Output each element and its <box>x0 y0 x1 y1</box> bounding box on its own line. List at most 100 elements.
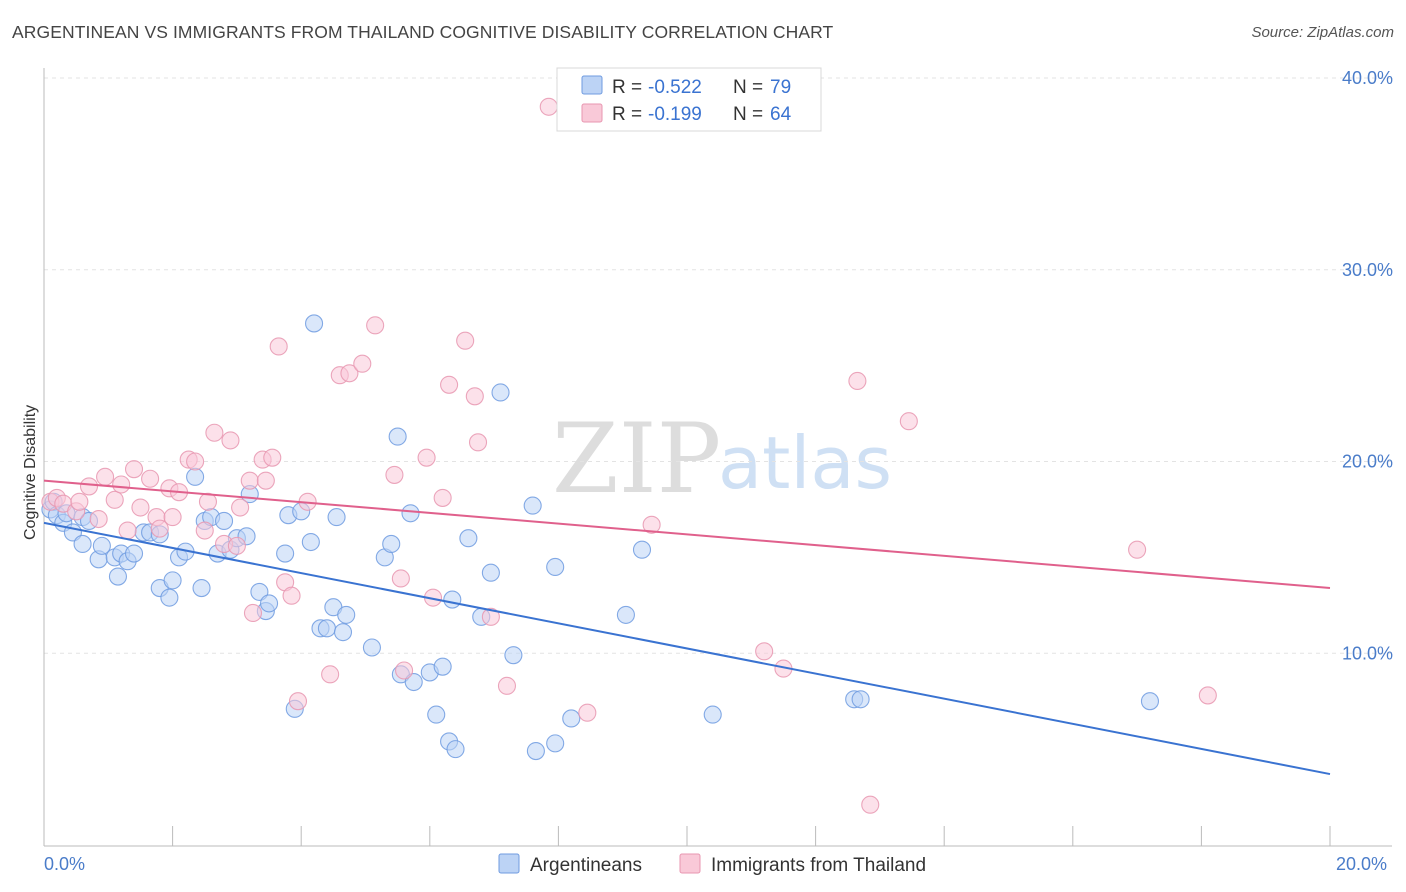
point-thailand-7 <box>96 467 115 486</box>
x-ticks <box>43 826 1331 846</box>
point-argentineans-76 <box>851 690 870 709</box>
legend-n-value-1: 79 <box>770 77 791 98</box>
source-credit: Source: ZipAtlas.com <box>1251 24 1394 41</box>
point-thailand-28 <box>240 471 259 490</box>
point-argentineans-52 <box>388 427 407 446</box>
point-argentineans-65 <box>491 383 510 402</box>
point-thailand-45 <box>395 661 414 680</box>
point-argentineans-77 <box>1140 692 1160 711</box>
point-thailand-54 <box>497 676 517 695</box>
point-argentineans-37 <box>276 544 295 563</box>
point-thailand-46 <box>417 448 436 467</box>
point-argentineans-25 <box>192 579 211 598</box>
point-thailand-21 <box>195 521 214 540</box>
point-thailand-63 <box>1128 540 1147 559</box>
point-argentineans-72 <box>616 605 635 624</box>
point-thailand-26 <box>227 536 246 555</box>
point-thailand-17 <box>163 508 182 527</box>
x-tick-label-max: 20.0% <box>1336 854 1387 874</box>
point-thailand-58 <box>755 642 774 661</box>
point-argentineans-49 <box>362 638 381 657</box>
y-tick-label-30: 30.0% <box>1342 260 1393 280</box>
bottom-legend-label-thailand: Immigrants from Thailand <box>711 855 926 876</box>
legend-n-value-2: 64 <box>770 104 792 125</box>
point-argentineans-62 <box>459 529 478 548</box>
point-thailand-61 <box>861 795 880 814</box>
point-argentineans-58 <box>433 657 452 676</box>
point-thailand-11 <box>124 460 144 479</box>
legend-r-label-2: R = <box>612 104 642 125</box>
point-thailand-41 <box>353 354 372 373</box>
trend-line-thailand <box>43 479 1331 590</box>
watermark: ZIP atlas <box>552 403 892 515</box>
point-thailand-10 <box>118 521 137 540</box>
series-legend: Argentineans Immigrants from Thailand <box>498 853 926 876</box>
point-argentineans-66 <box>504 646 523 665</box>
point-argentineans-44 <box>317 619 336 638</box>
point-argentineans-70 <box>546 734 565 753</box>
point-thailand-20 <box>186 452 205 471</box>
point-argentineans-41 <box>301 532 320 552</box>
point-argentineans-42 <box>305 314 324 333</box>
point-thailand-4 <box>70 492 89 511</box>
point-thailand-6 <box>89 509 108 529</box>
point-thailand-52 <box>468 433 488 452</box>
x-tick-label-min: 0.0% <box>44 854 85 874</box>
point-argentineans-46 <box>327 508 346 527</box>
legend-n-label-2: N = <box>733 104 763 125</box>
point-thailand-49 <box>440 375 459 394</box>
bottom-legend-swatch-thailand <box>679 853 701 874</box>
point-thailand-36 <box>288 692 308 711</box>
point-argentineans-54 <box>401 504 420 523</box>
point-thailand-42 <box>366 316 385 335</box>
y-tick-label-20: 20.0% <box>1342 452 1393 472</box>
point-argentineans-60 <box>443 590 462 609</box>
bottom-legend-label-argentineans: Argentineans <box>530 855 642 876</box>
point-thailand-40 <box>340 364 359 383</box>
point-thailand-51 <box>465 387 484 406</box>
correlation-legend: R = -0.522 N = 79 R = -0.199 N = 64 <box>556 67 822 132</box>
chart-title: ARGENTINEAN VS IMMIGRANTS FROM THAILAND … <box>12 22 834 42</box>
trend-line-argentineans <box>43 521 1331 776</box>
legend-r-label-1: R = <box>612 77 642 98</box>
point-argentineans-51 <box>382 534 401 554</box>
point-argentineans-6 <box>73 534 92 554</box>
y-axis-title: Cognitive Disability <box>22 405 39 540</box>
point-argentineans-36 <box>259 594 279 613</box>
point-thailand-57 <box>642 515 661 534</box>
legend-swatch-thailand <box>581 103 603 123</box>
point-argentineans-73 <box>632 540 652 559</box>
point-argentineans-47 <box>333 623 353 642</box>
y-tick-label-10: 10.0% <box>1342 643 1393 663</box>
point-thailand-22 <box>198 492 218 511</box>
point-thailand-33 <box>269 337 288 356</box>
point-thailand-8 <box>105 490 124 509</box>
point-thailand-31 <box>256 471 275 490</box>
point-thailand-50 <box>456 331 475 350</box>
point-thailand-9 <box>112 475 131 494</box>
point-thailand-53 <box>481 607 500 626</box>
y-tick-labels: 10.0% 20.0% 30.0% 40.0% <box>1342 68 1393 663</box>
point-argentineans-29 <box>214 511 234 530</box>
point-thailand-15 <box>150 519 169 538</box>
point-argentineans-68 <box>526 741 545 761</box>
point-thailand-12 <box>131 498 150 517</box>
point-argentineans-48 <box>337 605 356 624</box>
legend-swatch-argentineans <box>581 75 603 95</box>
point-argentineans-57 <box>427 705 446 724</box>
bottom-legend-swatch-argentineans <box>498 853 520 874</box>
point-argentineans-21 <box>163 571 182 590</box>
legend-r-value-2: -0.199 <box>648 104 702 125</box>
watermark-zip: ZIP <box>552 403 721 515</box>
axes <box>43 68 1392 847</box>
point-thailand-27 <box>231 498 250 517</box>
point-thailand-55 <box>539 97 558 116</box>
point-thailand-62 <box>899 412 918 431</box>
point-argentineans-71 <box>562 709 581 728</box>
point-argentineans-64 <box>481 563 500 582</box>
point-thailand-64 <box>1198 686 1217 705</box>
point-thailand-56 <box>578 703 597 722</box>
point-argentineans-74 <box>703 705 722 724</box>
point-argentineans-15 <box>124 544 144 563</box>
